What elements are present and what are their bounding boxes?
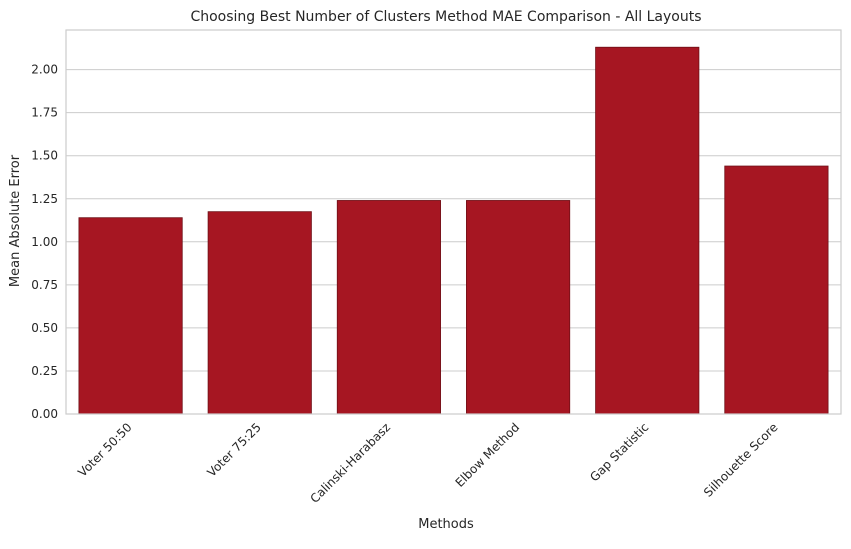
- chart-title: Choosing Best Number of Clusters Method …: [190, 9, 701, 25]
- x-tick-label: Calinski-Harabasz: [307, 420, 393, 506]
- bars: [78, 46, 829, 415]
- x-tick-label: Voter 75:25: [204, 420, 263, 479]
- y-tick-label: 0.50: [31, 321, 58, 335]
- y-tick-label: 0.00: [31, 407, 58, 421]
- y-tick-label: 0.75: [31, 278, 58, 292]
- bar-silhouette-score: [724, 165, 829, 415]
- bar-voter-50-50: [78, 217, 183, 415]
- bar-voter-75-25: [207, 211, 312, 415]
- x-tick-label: Elbow Method: [453, 420, 523, 490]
- x-tick-labels: Voter 50:50 Voter 75:25 Calinski-Harabasz E…: [75, 420, 780, 506]
- x-tick-label: Voter 50:50: [75, 420, 134, 479]
- y-tick-label: 1.75: [31, 106, 58, 120]
- y-tick-labels: 0.00 0.25 0.50 0.75 1.00 1.25 1.50 1.75 2.00: [31, 63, 58, 421]
- y-tick-label: 1.50: [31, 149, 58, 163]
- y-tick-label: 1.00: [31, 235, 58, 249]
- y-tick-label: 1.25: [31, 192, 58, 206]
- x-tick-label: Gap Statistic: [587, 420, 651, 484]
- y-tick-label: 0.25: [31, 364, 58, 378]
- grid-lines: [66, 69, 841, 415]
- bar-elbow-method: [466, 200, 571, 415]
- y-tick-label: 2.00: [31, 63, 58, 77]
- bar-calinski-harabasz: [336, 200, 441, 415]
- bar-gap-statistic: [595, 46, 700, 415]
- plot-frame: [65, 29, 842, 415]
- x-tick-label: Silhouette Score: [701, 420, 781, 500]
- x-axis-label: Methods: [418, 517, 474, 532]
- y-axis-label: Mean Absolute Error: [8, 154, 23, 287]
- axes-frame: [65, 29, 842, 415]
